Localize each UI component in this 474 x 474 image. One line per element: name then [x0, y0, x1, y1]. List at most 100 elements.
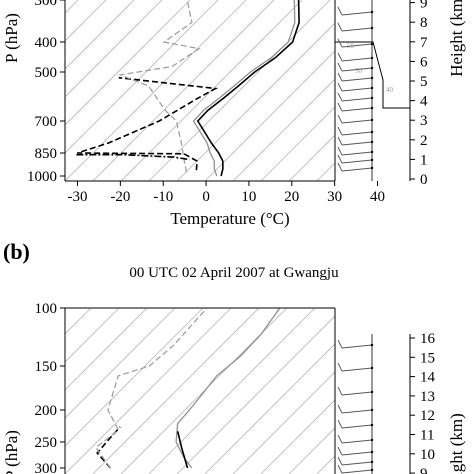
x-tick-label: 20	[284, 189, 299, 205]
panel-a-wind-profile: 50 50 40	[334, 0, 411, 181]
wind-barb	[341, 159, 373, 164]
x-tick-label: 30	[327, 189, 342, 205]
panel-b-series	[95, 308, 281, 469]
isotherm-line	[148, 0, 331, 181]
panel-a-y-label: P (hPa)	[2, 13, 21, 63]
x-tick-label: 10	[241, 189, 256, 205]
y-tick-label: 1000	[27, 169, 57, 185]
wind-barb-dot	[370, 56, 374, 60]
panel-b-y-ticks: 100 150 200 250 300	[35, 301, 65, 474]
height-tick-label: 3	[420, 113, 428, 129]
height-tick-label: 11	[420, 428, 434, 444]
x-tick-label: -10	[153, 189, 173, 205]
panel-a-profile-label-1: 50	[347, 42, 355, 50]
wind-barb-feather	[337, 62, 343, 72]
isotherm-line	[288, 134, 335, 181]
panel-b-wind-barbs	[337, 339, 374, 474]
panel-b-tag: (b)	[3, 239, 30, 264]
series-line-1	[176, 431, 189, 469]
isotherm-line	[65, 308, 148, 391]
panel-b-y2-label: Height (km)	[447, 413, 466, 474]
wind-barb	[341, 451, 373, 456]
wind-barb-feather	[337, 126, 343, 136]
panel-a-y-ticks: 300 400 500 700 850 1000	[27, 0, 65, 185]
isotherm-line	[204, 50, 335, 181]
wind-barb-dot	[370, 408, 374, 412]
height-tick-label: 16	[420, 331, 436, 347]
series-line-2	[96, 426, 121, 469]
wind-barb-dot	[370, 96, 374, 100]
isotherm-line	[65, 308, 204, 447]
wind-barb	[341, 11, 373, 16]
wind-barb-dot	[370, 66, 374, 70]
wind-barb	[341, 131, 373, 136]
panel-a-wind-barbs	[337, 6, 374, 172]
wind-barb-dot	[370, 468, 374, 472]
wind-barb-dot	[370, 130, 374, 134]
height-tick-label: 2	[420, 133, 428, 149]
wind-barb	[341, 344, 373, 349]
wind-barb-dot	[370, 166, 374, 170]
wind-barb-dot	[370, 460, 374, 464]
isotherm-line	[65, 0, 247, 181]
wind-barb-dot	[370, 76, 374, 80]
isotherm-line	[65, 0, 135, 70]
y-tick-label: 500	[35, 65, 58, 81]
isotherm-line	[92, 0, 275, 181]
wind-barb-dot	[370, 450, 374, 454]
wind-barb-dot	[370, 423, 374, 427]
wind-barb	[341, 409, 373, 414]
wind-barb-dot	[370, 86, 374, 90]
y-tick-label: 250	[35, 435, 58, 451]
height-tick-label: 4	[420, 94, 428, 110]
wind-barb	[341, 141, 373, 146]
wind-barb	[341, 367, 373, 372]
wind-barb-feather	[337, 82, 343, 92]
wind-barb-dot	[370, 118, 374, 122]
isotherm-line	[65, 308, 176, 419]
wind-barb-feather	[337, 154, 343, 164]
wind-barb	[341, 391, 373, 396]
isotherm-line	[176, 22, 335, 181]
wind-barb	[341, 424, 373, 429]
wind-barb-dot	[370, 26, 374, 30]
wind-barb-dot	[370, 390, 374, 394]
wind-barb-feather	[337, 362, 343, 372]
wind-barb-dot	[370, 106, 374, 110]
wind-barb	[341, 151, 373, 156]
wind-barb-feather	[337, 102, 343, 112]
height-tick-label: 14	[420, 370, 436, 386]
height-tick-label: 12	[420, 408, 435, 424]
wind-barb-feather	[337, 386, 343, 396]
panel-a-y2-label: Height (km)	[447, 0, 466, 77]
wind-barb	[341, 67, 373, 72]
wind-barb-feather	[337, 146, 343, 156]
height-tick-label: 6	[420, 54, 428, 70]
isotherm-line	[204, 343, 335, 474]
wind-barb-feather	[337, 136, 343, 146]
y-tick-label: 100	[35, 301, 58, 317]
series-line-4	[76, 153, 190, 161]
y-tick-label: 700	[35, 114, 58, 130]
y-tick-label: 300	[35, 461, 58, 474]
series-line-3	[117, 0, 201, 173]
panel-b-title: 00 UTC 02 April 2007 at Gwangju	[129, 265, 339, 281]
wind-barb-feather	[337, 6, 343, 16]
isotherm-line	[288, 427, 335, 474]
panel-a: 50 50 40 -30 -20 -10 0 10 20 30 40 300400500700…	[2, 0, 466, 228]
isotherm-line	[65, 308, 232, 474]
wind-barb	[341, 439, 373, 444]
wind-barb-feather	[337, 72, 343, 82]
isotherm-line	[260, 399, 335, 474]
wind-barb	[341, 57, 373, 62]
height-tick-label: 15	[420, 350, 435, 366]
y-tick-label: 150	[35, 359, 58, 375]
panel-a-height-ticks: 0 1 2 3 4 5 6 7 8 9	[409, 0, 428, 188]
wind-barb-feather	[337, 404, 343, 414]
wind-barb	[341, 43, 373, 48]
panel-a-profile-label-2: 50	[355, 67, 363, 75]
wind-barb	[341, 77, 373, 82]
panel-b-y-label: P (hPa)	[2, 430, 21, 474]
isotherm-line	[65, 0, 191, 126]
panel-b-isotherms	[65, 308, 335, 474]
